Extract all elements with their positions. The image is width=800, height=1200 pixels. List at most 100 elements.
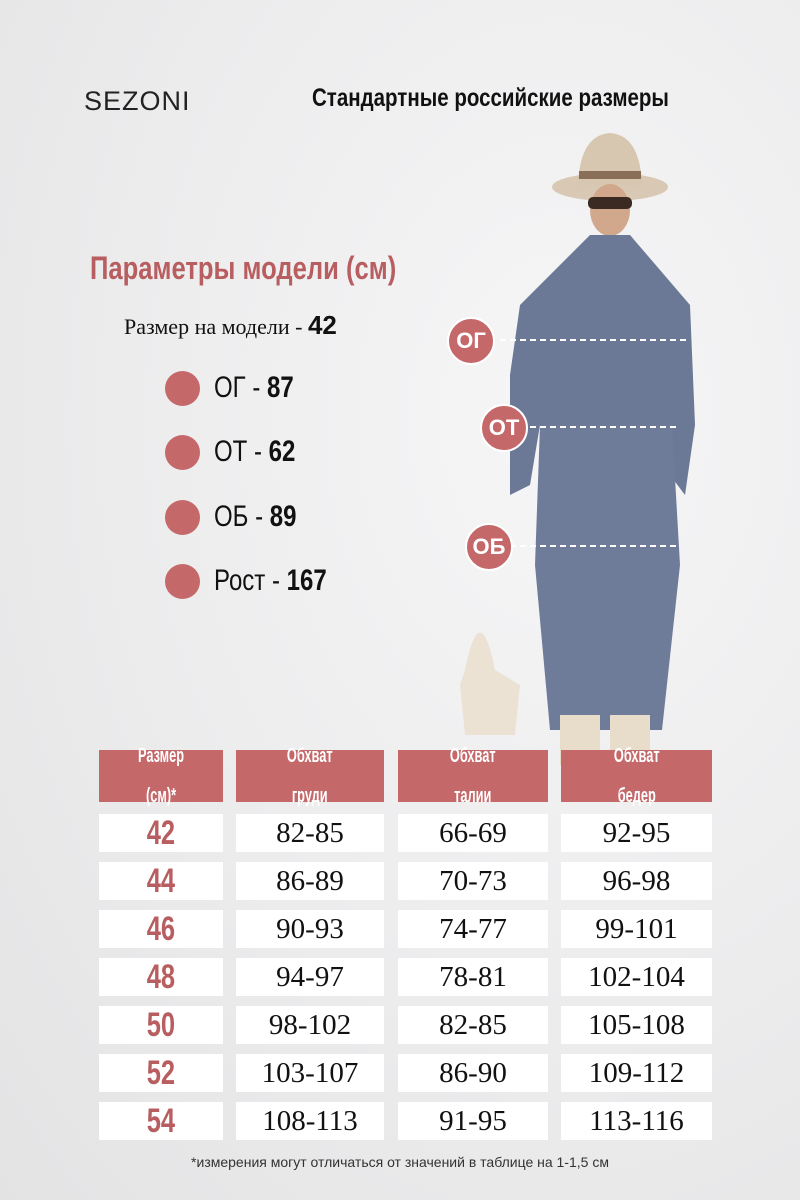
model-param: ОГ - 87 [165,370,314,406]
cell-value: 66-69 [439,816,507,849]
cell-value: 90-93 [276,912,344,945]
bust-mark: ОГ [447,317,495,365]
param-name: ОТ - [214,435,269,468]
measure-cell: 105-108 [561,1006,712,1044]
cell-value: 52 [146,1053,176,1092]
cell-value: 50 [146,1005,176,1044]
measure-cell: 66-69 [398,814,548,852]
page-title: Стандартные российские размеры [312,84,669,112]
model-param: Рост - 167 [165,563,355,599]
measure-cell: 96-98 [561,862,712,900]
cell-value: 70-73 [439,864,507,897]
measure-cell: 78-81 [398,958,548,996]
bullet-dot [165,499,200,535]
measure-cell: 90-93 [236,910,384,948]
size-cell: 44 [99,862,223,900]
size-cell: 50 [99,1006,223,1044]
cell-value: 92-95 [602,816,671,849]
header-line: Обхват [450,745,496,767]
param-value: 87 [267,371,294,404]
model-photo [460,133,695,765]
measure-cell: 94-97 [236,958,384,996]
measure-cell: 86-89 [236,862,384,900]
cell-value: 94-97 [276,960,344,993]
measure-cell: 74-77 [398,910,548,948]
table-header: Обхват талии [398,746,548,806]
measure-cell: 102-104 [561,958,712,996]
measure-cell: 82-85 [236,814,384,852]
param-value: 89 [269,500,297,533]
model-size-value: 42 [307,310,337,340]
param-name: Рост - [214,564,287,597]
param-value: 167 [286,564,327,597]
cell-value: 82-85 [276,816,344,849]
param-label: ОГ - 87 [214,371,294,405]
waist-mark: ОТ [480,404,528,452]
header-line: груди [292,785,328,807]
param-label: ОБ - 89 [214,500,296,534]
model-size-label: Размер на модели - [124,314,308,339]
header-line: (см)* [145,785,177,807]
brand-logo: SEZONI [84,86,191,116]
header-line: Обхват [613,745,660,767]
header-line: Обхват [287,745,333,767]
footnote: *измерения могут отличаться от значений … [191,1154,609,1170]
cell-value: 54 [146,1101,176,1140]
param-name: ОБ - [214,500,270,533]
bullet-dot [165,434,200,470]
measure-cell: 86-90 [398,1054,548,1092]
cell-value: 113-116 [589,1104,684,1137]
cell-value: 46 [146,909,176,948]
cell-value: 48 [146,957,176,996]
measure-cell: 99-101 [561,910,712,948]
header-line: Размер [137,745,185,767]
measure-cell: 98-102 [236,1006,384,1044]
size-cell: 54 [99,1102,223,1140]
model-param: ОТ - 62 [165,434,316,470]
model-param: ОБ - 89 [165,499,317,535]
size-cell: 52 [99,1054,223,1092]
cell-value: 109-112 [588,1056,685,1089]
table-header: Обхват груди [236,746,384,806]
cell-value: 105-108 [588,1008,685,1041]
size-cell: 42 [99,814,223,852]
measure-cell: 82-85 [398,1006,548,1044]
model-size: Размер на модели - 42 [124,310,337,341]
header-line: бедер [617,785,656,807]
param-label: Рост - 167 [214,564,327,598]
size-cell: 48 [99,958,223,996]
cell-value: 103-107 [261,1056,359,1089]
model-params-title: Параметры модели (см) [90,250,397,286]
size-cell: 46 [99,910,223,948]
param-value: 62 [268,435,296,468]
measure-cell: 92-95 [561,814,712,852]
cell-value: 86-89 [276,864,344,897]
param-label: ОТ - 62 [214,435,295,469]
param-name: ОГ - [214,371,267,404]
cell-value: 91-95 [439,1104,507,1137]
cell-value: 86-90 [439,1056,507,1089]
cell-value: 44 [146,861,176,900]
header-line: талии [454,785,492,807]
measure-cell: 109-112 [561,1054,712,1092]
bullet-dot [165,370,200,406]
cell-value: 96-98 [602,864,671,897]
hip-mark: ОБ [465,523,513,571]
cell-value: 74-77 [439,912,507,945]
measure-cell: 70-73 [398,862,548,900]
measure-cell: 103-107 [236,1054,384,1092]
cell-value: 82-85 [439,1008,507,1041]
measure-cell: 91-95 [398,1102,548,1140]
table-header: Обхват бедер [561,746,712,806]
cell-value: 108-113 [262,1104,358,1137]
cell-value: 42 [146,813,176,852]
table-header: Размер (см)* [99,746,223,806]
measure-cell: 108-113 [236,1102,384,1140]
cell-value: 98-102 [268,1008,352,1041]
bullet-dot [165,563,200,599]
cell-value: 102-104 [588,960,685,993]
cell-value: 99-101 [595,912,678,945]
measure-cell: 113-116 [561,1102,712,1140]
cell-value: 78-81 [439,960,507,993]
